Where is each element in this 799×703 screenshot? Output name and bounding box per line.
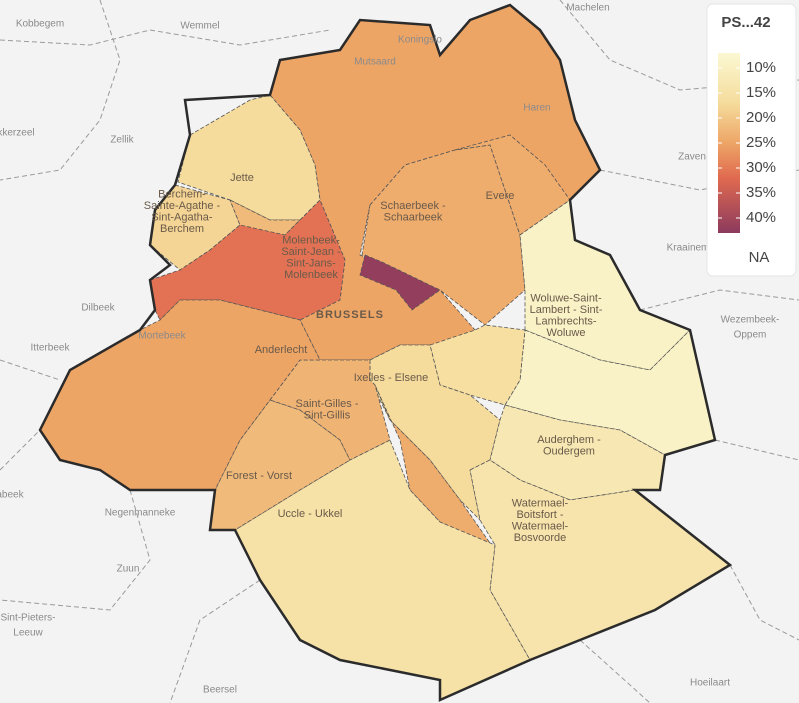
region-label: Molenbeek-: [282, 235, 340, 247]
place-label: Itterbeek: [31, 343, 71, 354]
region-label: Boitsfort -: [516, 509, 563, 521]
place-label: Wemmel: [180, 21, 219, 32]
region-label: Anderlecht: [255, 344, 308, 356]
region-label: Berchem: [160, 223, 204, 235]
region-label: Woluwe: [547, 327, 586, 339]
legend-tick-label: 25%: [746, 134, 776, 151]
place-label: kkerzeel: [0, 128, 35, 139]
legend: PS...42 NA 10% 15% 20% 25% 30% 35% 40%: [706, 3, 797, 277]
place-label: abeek: [0, 490, 25, 501]
place-label: Koningslo: [398, 35, 442, 46]
place-label: Kobbegem: [16, 19, 64, 30]
region-label: Molenbeek: [284, 269, 338, 281]
region: [504, 329, 716, 456]
place-label: Kraainem: [667, 243, 710, 254]
place-label: Beersel: [203, 685, 237, 696]
region: [234, 439, 531, 701]
place-label: Leeuw: [13, 628, 43, 639]
legend-tick-label: 15%: [746, 84, 776, 101]
place-label: Wezembeek-: [721, 315, 780, 326]
legend-tick-label: 35%: [746, 184, 776, 201]
place-label: Zuun: [117, 564, 140, 575]
place-label: Mutsaard: [354, 57, 396, 68]
region-label: Watermael-: [512, 498, 569, 510]
region-label: Bosvoorde: [514, 532, 567, 544]
region-label: Berchem-: [158, 189, 206, 201]
legend-colorbar: [718, 53, 740, 233]
place-label: Hoeilaart: [690, 678, 730, 689]
region-label: Lambert - Sint-: [530, 304, 603, 316]
region-label: Schaerbeek -: [380, 200, 446, 212]
region-label: Auderghem -: [537, 434, 601, 446]
place-label: Negenmanneke: [105, 508, 176, 519]
place-label: Oppem: [734, 330, 767, 341]
region: [359, 254, 441, 311]
region-label: Woluwe-Saint-: [530, 293, 602, 305]
region-label: Sint-Jans-: [286, 258, 336, 270]
region-label: BRUSSELS: [316, 309, 384, 321]
place-label: Machelen: [566, 3, 609, 14]
region-label: Jette: [230, 172, 254, 184]
region-label: Ixelles - Elsene: [354, 372, 429, 384]
region-label: Sainte-Agathe -: [144, 200, 221, 212]
region-label: Sint-Agatha-: [151, 212, 212, 224]
region-label: Saint-Jean -: [281, 246, 341, 258]
region-label: Sint-Gillis: [304, 410, 351, 422]
region-label: Uccle - Ukkel: [278, 508, 343, 520]
legend-tick-label: 20%: [746, 109, 776, 126]
legend-tick-label: 40%: [746, 209, 776, 226]
region-label: Evere: [486, 190, 515, 202]
place-label: Mortebeek: [138, 331, 186, 342]
region: [229, 199, 301, 236]
region-label: Forest - Vorst: [226, 470, 292, 482]
legend-na: NA: [749, 249, 770, 266]
legend-title: PS...42: [721, 14, 770, 31]
place-label: Zaven: [678, 152, 706, 163]
regions: [38, 3, 733, 702]
region-label: Lambrechts-: [535, 316, 596, 328]
region-label: Watermael-: [512, 521, 569, 533]
place-label: Dilbeek: [81, 303, 115, 314]
region: [177, 94, 321, 221]
place-label: Zellik: [110, 135, 134, 146]
region-label: Schaarbeek: [384, 212, 443, 224]
place-label: Haren: [523, 103, 550, 114]
legend-tick-label: 30%: [746, 159, 776, 176]
region-label: Saint-Gilles -: [296, 398, 359, 410]
place-label: Sint-Pieters-: [0, 613, 55, 624]
legend-tick-label: 10%: [746, 59, 776, 76]
region-outline: [38, 3, 733, 702]
region-label: Oudergem: [543, 446, 595, 458]
